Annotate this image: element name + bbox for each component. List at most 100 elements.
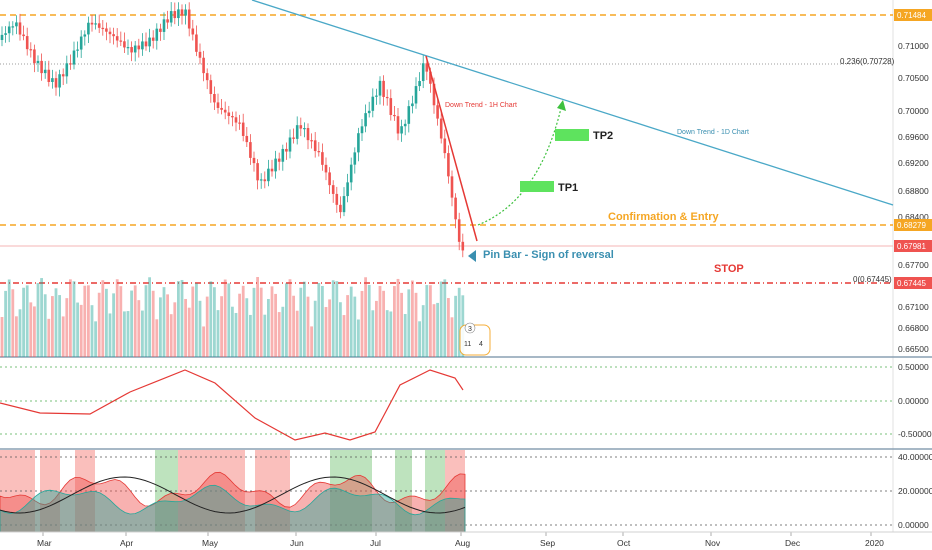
volume-bar — [421, 305, 425, 357]
volume-bar — [216, 310, 220, 357]
candle-body — [169, 11, 173, 23]
candle-body — [328, 172, 331, 186]
volume-bar — [25, 285, 29, 357]
volume-bar — [105, 288, 108, 357]
candle-body — [249, 142, 252, 158]
candle-body — [263, 179, 267, 182]
candle-body — [353, 152, 357, 165]
candle-body — [335, 193, 339, 205]
candle-body — [382, 80, 385, 97]
volume-bar — [133, 285, 137, 357]
volume-bar — [450, 317, 454, 357]
candle-body — [198, 51, 202, 58]
directional-index-pane: 40.00000 20.00000 0.00000 — [0, 450, 932, 533]
candle-body — [346, 182, 349, 197]
candle-body — [339, 204, 342, 213]
volume-bar — [43, 294, 47, 357]
volume-bar — [439, 281, 443, 357]
candle-body — [72, 50, 76, 65]
volume-bar — [58, 295, 61, 357]
candle-body — [108, 31, 112, 35]
volume-bar — [270, 286, 274, 357]
volume-bar — [342, 315, 346, 357]
candle-body — [277, 158, 281, 162]
volume-bar — [184, 298, 187, 357]
price-axis-tick: 0.66800 — [898, 323, 929, 333]
volume-bar — [144, 285, 148, 357]
candle-body — [421, 63, 425, 82]
candle-body — [357, 133, 360, 153]
indicator-badge[interactable]: 3 11 4 — [459, 322, 491, 356]
volume-bar — [166, 294, 169, 357]
candle-body — [223, 109, 227, 113]
candle-body — [292, 137, 295, 139]
volume-bar — [263, 314, 267, 357]
candle-body — [450, 176, 454, 198]
candle-body — [252, 157, 256, 164]
volume-bar — [306, 296, 310, 357]
candle-body — [159, 28, 162, 32]
volume-bar — [367, 284, 371, 357]
volume-bar — [349, 286, 353, 357]
volume-bar — [375, 300, 378, 357]
volume-bar — [454, 295, 457, 357]
candle-body — [461, 241, 465, 251]
volume-bar — [155, 319, 159, 357]
price-label-text: 0.68279 — [897, 221, 926, 230]
candle-body — [425, 63, 429, 72]
volume-bar — [299, 287, 303, 357]
volume-bar — [331, 280, 335, 357]
volume-bar — [33, 306, 36, 357]
candle-body — [378, 80, 382, 96]
volume-bar — [234, 312, 238, 357]
volume-bar — [252, 287, 256, 357]
volume-bar — [411, 280, 414, 357]
candle-body — [0, 34, 4, 40]
volume-bar — [51, 296, 54, 357]
volume-bar — [76, 302, 79, 357]
candle-body — [105, 28, 108, 32]
badge-count-right: 4 — [479, 341, 483, 348]
candle-body — [385, 96, 389, 99]
down-trend-1d-label: Down Trend - 1D Chart — [677, 129, 749, 136]
volume-bar — [285, 283, 288, 357]
volume-bar — [447, 298, 450, 357]
volume-bar — [292, 295, 295, 357]
volume-bar — [69, 279, 72, 357]
volume-bar — [0, 317, 4, 357]
volume-bar — [7, 279, 11, 357]
candle-body — [411, 103, 414, 107]
candle-body — [83, 34, 87, 37]
volume-bar — [177, 281, 180, 357]
volume-bar — [123, 311, 126, 357]
candle-body — [11, 26, 15, 28]
horizontal-levels — [0, 14, 893, 284]
candle-body — [119, 40, 123, 42]
oscillator-pane: 0.50000 0.00000 -0.50000 — [0, 362, 932, 441]
candle-body — [202, 57, 205, 74]
candle-body — [87, 22, 90, 35]
price-axis-tick: 0.69200 — [898, 158, 929, 168]
tp2-box — [555, 129, 589, 141]
volume-bar — [169, 314, 173, 357]
candle-body — [371, 96, 375, 111]
volume-bar — [339, 302, 342, 357]
price-label-tag — [894, 277, 932, 289]
candle-body — [22, 34, 25, 37]
oscillator-axis-tick: -0.50000 — [898, 429, 932, 439]
price-label-text: 0.67981 — [897, 242, 926, 251]
candle-body — [180, 9, 184, 16]
volume-bar — [313, 300, 317, 357]
price-axis: 0.71000 0.70500 0.70000 0.69600 0.69200 0.688… — [894, 9, 932, 354]
candle-body — [393, 114, 396, 117]
volume-bar — [141, 310, 144, 357]
time-axis-tick: Dec — [785, 538, 801, 548]
time-axis-tick: 2020 — [865, 538, 884, 548]
candle-body — [389, 98, 393, 115]
candle-body — [443, 138, 447, 154]
candle-body — [155, 28, 159, 41]
price-label-tag — [894, 219, 932, 231]
candle-body — [256, 163, 259, 181]
volume-bar — [303, 281, 306, 357]
candle-body — [281, 148, 285, 162]
